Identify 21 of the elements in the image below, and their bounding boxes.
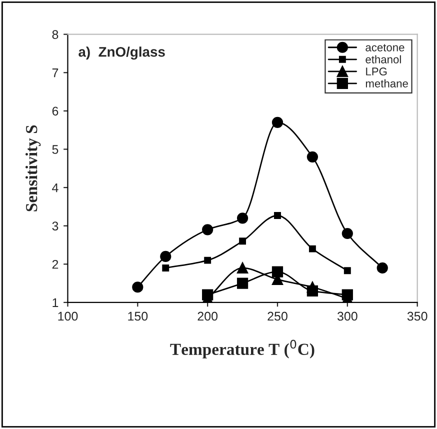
x-tick-label: 100 bbox=[58, 312, 78, 321]
x-axis-title: Temperature T ($^{0}$C) bbox=[170, 340, 314, 358]
y-axis-title: Sensitivity S bbox=[25, 125, 41, 212]
y-tick-label: 3 bbox=[52, 222, 58, 230]
y-tick-label: 7 bbox=[52, 68, 58, 78]
x-tick-label: 350 bbox=[407, 312, 428, 321]
legend-label: LPG bbox=[366, 68, 387, 76]
x-tick-label: 200 bbox=[198, 312, 218, 321]
x-tick-label: 250 bbox=[268, 312, 288, 321]
y-tick-label: 4 bbox=[52, 183, 58, 192]
x-tick-label: 150 bbox=[128, 312, 148, 321]
y-tick-label: 5 bbox=[52, 145, 58, 154]
legend-label: ethanol bbox=[366, 55, 401, 64]
y-tick-label: 8 bbox=[52, 30, 58, 39]
y-tick-label: 2 bbox=[52, 260, 58, 269]
y-tick-label: 6 bbox=[52, 106, 58, 116]
text: a) ZnO/glass bbox=[78, 46, 165, 60]
legend-label: methane bbox=[366, 79, 408, 88]
x-tick-label: 300 bbox=[337, 312, 358, 321]
y-tick-label: 1 bbox=[52, 298, 58, 307]
legend-label: acetone bbox=[366, 44, 404, 52]
